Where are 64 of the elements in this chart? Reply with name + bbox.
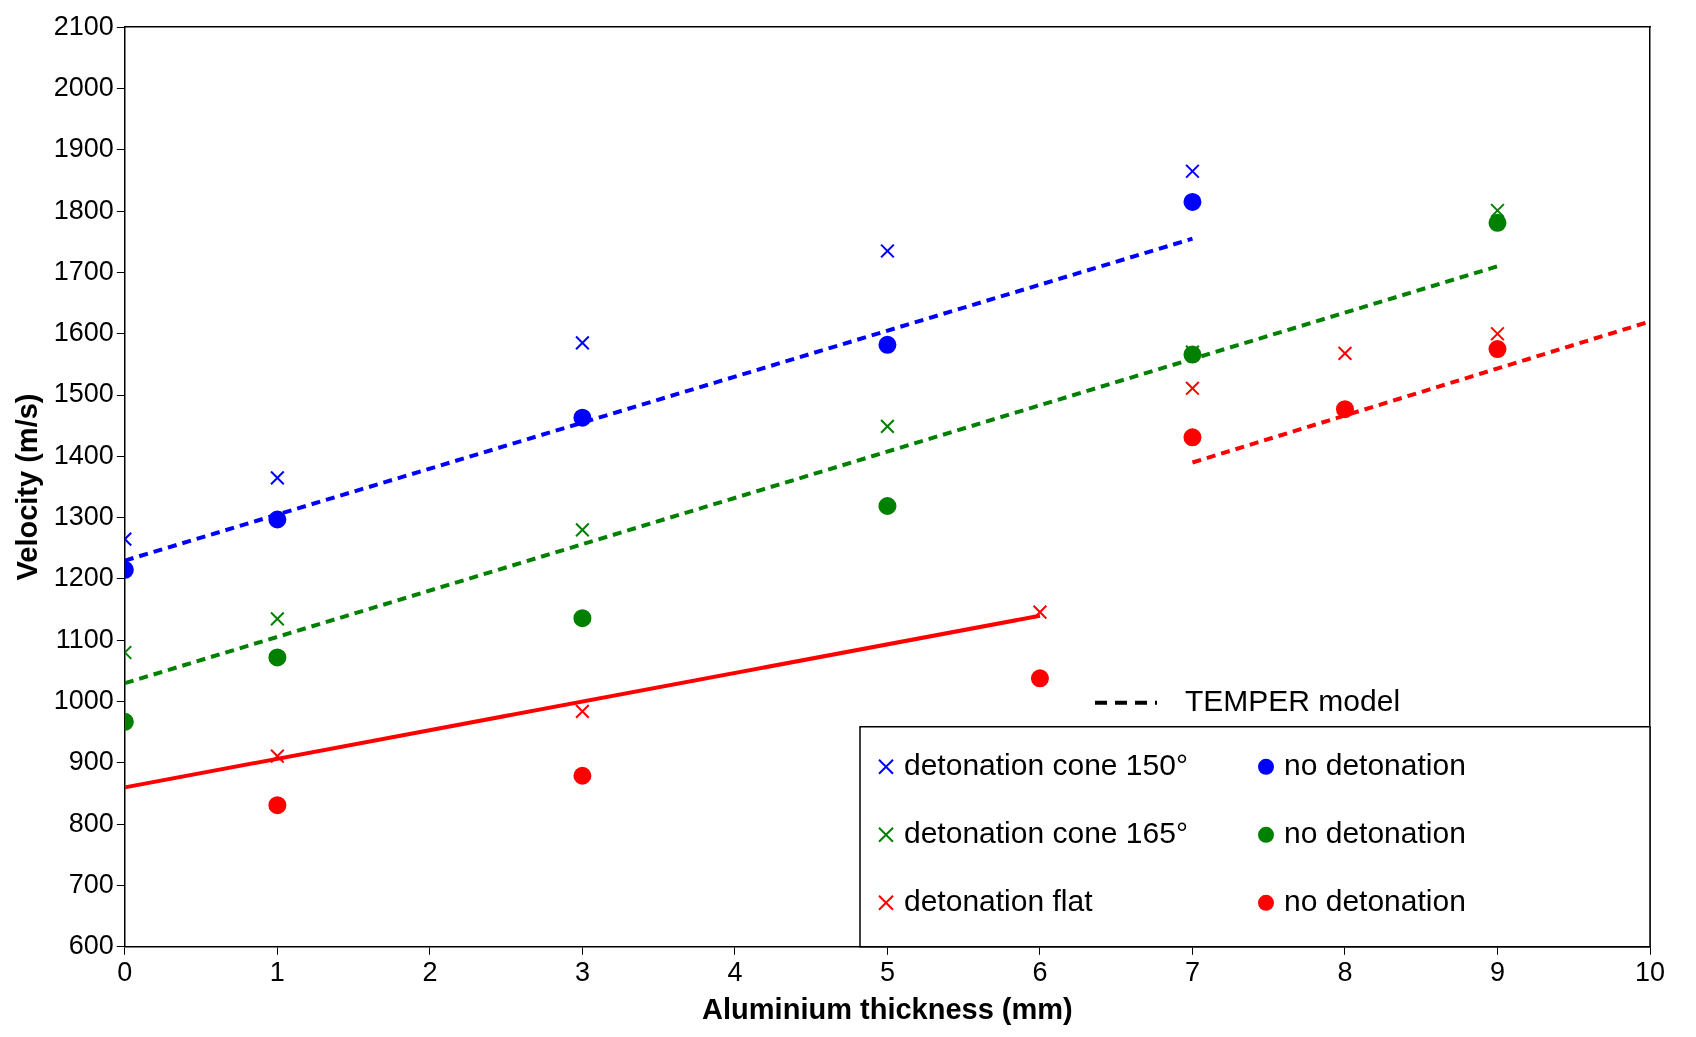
point (573, 408, 592, 427)
point (575, 522, 590, 538)
point (573, 609, 592, 628)
y-tick-label: 1200 (53, 562, 114, 593)
y-tick-label: 600 (68, 930, 114, 961)
point (1183, 428, 1202, 447)
point (270, 611, 285, 627)
point (1185, 163, 1200, 179)
y-tick-label: 1300 (53, 501, 114, 532)
x-tick-label: 4 (727, 957, 743, 988)
point (1335, 400, 1354, 419)
point (880, 418, 895, 434)
y-tick-label: 1800 (53, 194, 114, 225)
legend-label: no detonation (1284, 884, 1466, 918)
point (575, 704, 590, 719)
y-tick-label: 2100 (53, 10, 114, 41)
y-axis-title: Velocity (m/s) (11, 393, 44, 581)
y-tick-label: 1000 (53, 685, 114, 716)
point (270, 748, 285, 764)
point (1030, 669, 1049, 688)
y-tick-label: 800 (68, 807, 114, 838)
y-tick-label: 1400 (53, 439, 114, 470)
point (268, 510, 287, 529)
legend-label: detonation cone 150° (904, 748, 1188, 782)
y-tick-label: 1700 (53, 255, 114, 286)
x-tick-label: 2 (422, 957, 438, 988)
legend-label: no detonation (1284, 748, 1466, 782)
y-tick-label: 1500 (53, 378, 114, 409)
point (880, 243, 895, 259)
point (878, 335, 897, 354)
legend-label: no detonation (1284, 816, 1466, 850)
y-tick-label: 900 (68, 746, 114, 777)
y-tick-label: 1600 (53, 317, 114, 348)
point (573, 766, 592, 785)
x-tick-label: 5 (879, 957, 895, 988)
x-tick-label: 10 (1634, 957, 1666, 988)
x-tick-label: 7 (1184, 957, 1200, 988)
point (1490, 326, 1505, 342)
point (878, 497, 897, 516)
point (1488, 213, 1507, 232)
point (1032, 604, 1048, 620)
y-tick-label: 2000 (53, 71, 114, 102)
x-tick-label: 9 (1489, 957, 1505, 988)
x-tick-label: 8 (1337, 957, 1353, 988)
point (270, 470, 285, 486)
point (1488, 340, 1507, 359)
x-tick-label: 3 (574, 957, 590, 988)
legend-label: detonation cone 165° (904, 816, 1188, 850)
point (575, 335, 590, 351)
y-tick-label: 1100 (55, 623, 114, 654)
point (1337, 345, 1353, 361)
x-axis-title: Aluminium thickness (mm) (702, 992, 1073, 1025)
point (1183, 192, 1202, 211)
point (1490, 203, 1505, 218)
y-tick-label: 700 (68, 868, 114, 899)
annotation: TEMPER model (1185, 684, 1401, 718)
y-tick-label: 1900 (53, 133, 114, 164)
point (268, 796, 287, 815)
point (268, 648, 287, 667)
x-tick-label: 1 (269, 957, 285, 988)
x-tick-label: 6 (1032, 957, 1048, 988)
legend-label: detonation flat (904, 884, 1094, 918)
x-tick-label: 0 (117, 957, 133, 988)
point (1185, 380, 1200, 396)
